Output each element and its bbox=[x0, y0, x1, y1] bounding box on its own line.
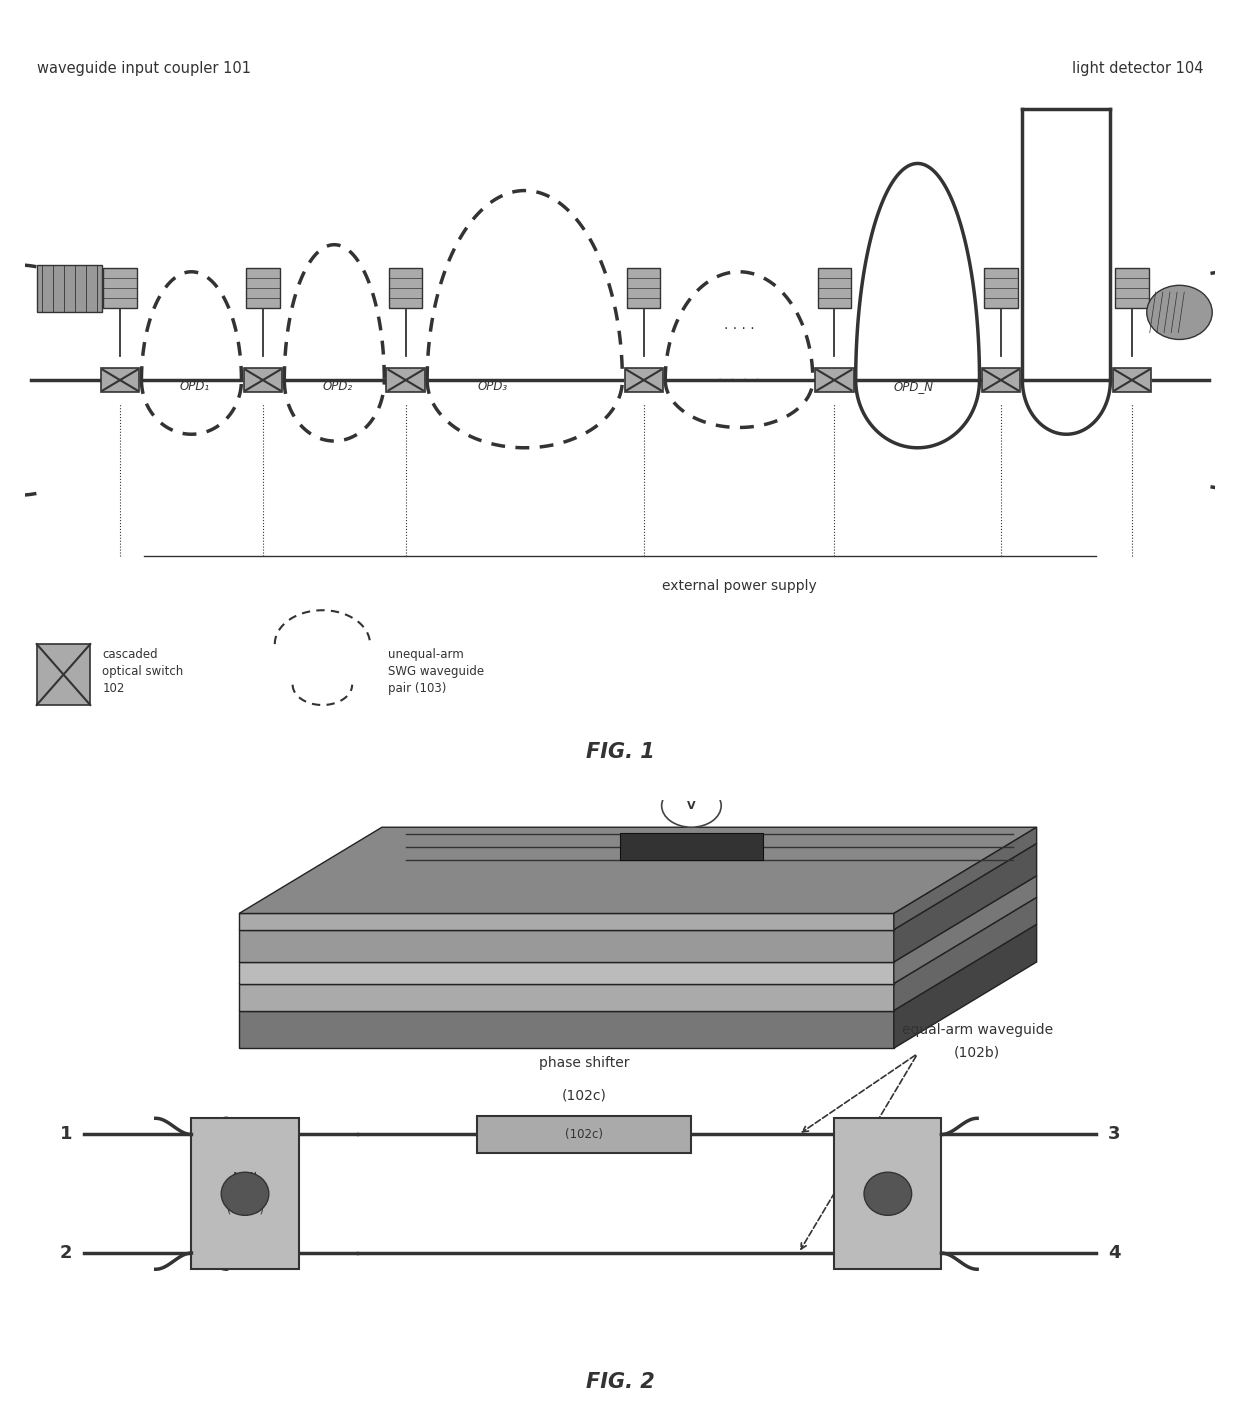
Bar bbox=[103, 268, 136, 309]
Text: · · · ·: · · · · bbox=[724, 322, 754, 336]
Text: light detector 104: light detector 104 bbox=[1071, 62, 1203, 76]
Ellipse shape bbox=[864, 1172, 911, 1216]
Text: V: V bbox=[687, 800, 696, 810]
Bar bbox=[627, 268, 661, 309]
Bar bbox=[985, 268, 1018, 309]
Polygon shape bbox=[894, 876, 1037, 984]
Text: equal-arm waveguide: equal-arm waveguide bbox=[901, 1024, 1053, 1038]
Text: (102c): (102c) bbox=[565, 1127, 604, 1141]
Ellipse shape bbox=[1147, 285, 1213, 340]
Bar bbox=[835, 1119, 941, 1269]
Polygon shape bbox=[239, 984, 894, 1011]
Polygon shape bbox=[894, 924, 1037, 1049]
Bar bbox=[1112, 368, 1151, 392]
Bar bbox=[1115, 268, 1148, 309]
Polygon shape bbox=[239, 897, 1037, 984]
Polygon shape bbox=[620, 833, 763, 859]
Text: 4: 4 bbox=[1109, 1244, 1121, 1262]
Text: external power supply: external power supply bbox=[662, 578, 816, 592]
Polygon shape bbox=[239, 914, 894, 929]
Ellipse shape bbox=[221, 1172, 269, 1216]
Text: unequal-arm
SWG waveguide
pair (103): unequal-arm SWG waveguide pair (103) bbox=[388, 647, 484, 695]
Polygon shape bbox=[239, 929, 894, 962]
Bar bbox=[817, 268, 851, 309]
Bar bbox=[982, 368, 1021, 392]
Bar bbox=[625, 368, 663, 392]
Text: (102c): (102c) bbox=[562, 1088, 606, 1102]
Text: 1: 1 bbox=[60, 1126, 72, 1143]
Text: waveguide input coupler 101: waveguide input coupler 101 bbox=[37, 62, 250, 76]
Polygon shape bbox=[239, 827, 1037, 914]
Bar bbox=[389, 268, 423, 309]
Text: FIG. 2: FIG. 2 bbox=[585, 1373, 655, 1393]
Text: MMI: MMI bbox=[232, 1171, 258, 1184]
Bar bbox=[191, 1119, 299, 1269]
Polygon shape bbox=[894, 897, 1037, 1011]
Bar bbox=[815, 368, 853, 392]
Bar bbox=[37, 265, 102, 312]
Polygon shape bbox=[239, 876, 1037, 962]
Bar bbox=[100, 368, 139, 392]
Bar bbox=[477, 1116, 692, 1153]
Bar bbox=[243, 368, 283, 392]
Polygon shape bbox=[239, 1011, 894, 1049]
Text: OPD_N: OPD_N bbox=[894, 380, 934, 393]
Text: FIG. 1: FIG. 1 bbox=[585, 743, 655, 762]
Text: (102b): (102b) bbox=[954, 1045, 1001, 1059]
Polygon shape bbox=[894, 844, 1037, 962]
Text: (102a): (102a) bbox=[227, 1205, 263, 1214]
Text: 3: 3 bbox=[1109, 1126, 1121, 1143]
Text: MMI: MMI bbox=[418, 803, 440, 813]
Polygon shape bbox=[239, 962, 894, 984]
Bar bbox=[387, 368, 425, 392]
Polygon shape bbox=[894, 827, 1037, 929]
Polygon shape bbox=[239, 924, 1037, 1011]
Polygon shape bbox=[239, 844, 1037, 929]
Text: 2: 2 bbox=[60, 1244, 72, 1262]
Text: · · · ·: · · · · bbox=[717, 372, 761, 390]
Text: phase shifter: phase shifter bbox=[539, 1056, 630, 1070]
Text: OPD₁: OPD₁ bbox=[180, 380, 210, 393]
Bar bbox=[247, 268, 279, 309]
Text: OPD₃: OPD₃ bbox=[477, 380, 507, 393]
Text: OPD₂: OPD₂ bbox=[322, 380, 352, 393]
Ellipse shape bbox=[662, 783, 722, 827]
Text: cascaded
optical switch
102: cascaded optical switch 102 bbox=[102, 647, 184, 695]
Bar bbox=[37, 644, 91, 705]
